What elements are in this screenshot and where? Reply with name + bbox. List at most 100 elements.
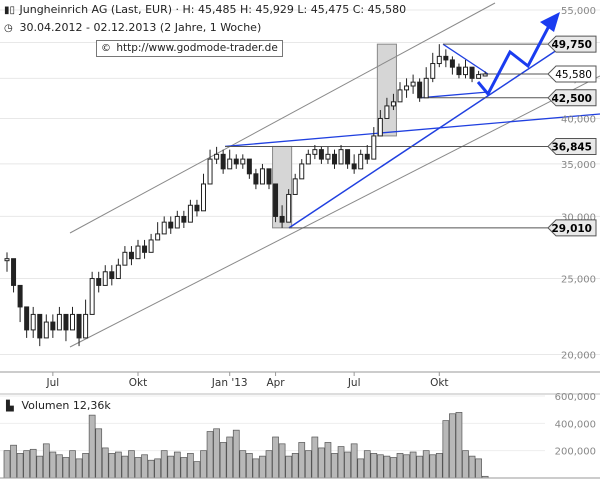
candle-body <box>273 183 279 217</box>
volume-header: ▙ Volumen 12,36k <box>6 399 111 412</box>
volume-bar <box>318 447 325 479</box>
candle-body <box>476 74 482 79</box>
volume-bar <box>324 442 332 479</box>
candle-body <box>364 153 370 160</box>
x-tick-label: Jul <box>347 377 361 389</box>
volume-bar <box>409 451 417 479</box>
volume-bar <box>357 458 365 479</box>
volume-bar <box>422 450 430 479</box>
level-tag: 36,845 <box>547 137 597 155</box>
volume-bar <box>291 453 299 479</box>
time-axis: Jul Okt Jan '13 Apr Jul Okt <box>0 371 600 395</box>
candle-body <box>404 85 410 91</box>
volume-bar <box>468 455 476 479</box>
volume-bar <box>213 428 220 479</box>
copyright-icon: © <box>101 43 111 54</box>
candle-body <box>390 101 396 107</box>
candle-body <box>463 66 468 76</box>
volume-bar <box>95 428 103 479</box>
candle-body <box>253 173 259 185</box>
volume-bar <box>226 436 234 479</box>
candle-body <box>430 63 436 79</box>
triangle-lower <box>419 91 489 99</box>
candle-body <box>181 215 187 223</box>
candle-body <box>351 163 357 170</box>
chart-type-icon: ▮▯ <box>4 5 16 16</box>
volume-bar <box>49 451 57 479</box>
volume-bar <box>75 458 83 479</box>
candle-body <box>83 313 89 339</box>
channel-upper <box>69 2 496 234</box>
chart-title: ▮▯ Jungheinrich AG (Last, EUR) · H: 45,4… <box>4 3 406 18</box>
candle-body <box>318 149 324 160</box>
volume-bar <box>462 450 469 479</box>
trendline-support <box>288 47 561 229</box>
candle-body <box>220 153 226 170</box>
candle-body <box>286 193 292 223</box>
candle-body <box>17 284 23 308</box>
candle-body <box>76 313 82 339</box>
volume-bar <box>56 454 63 479</box>
volume-bar <box>239 450 247 479</box>
volume-bar <box>36 455 44 479</box>
volume-bar <box>246 453 253 479</box>
y-tick-label: 55,000 <box>561 6 596 17</box>
candle-body <box>423 77 429 99</box>
candle-body <box>128 251 134 260</box>
source-link[interactable]: © http://www.godmode-trader.de <box>96 40 283 57</box>
volume-tick-label: 600,000 <box>555 392 596 403</box>
candle-body <box>299 163 305 180</box>
candle-body <box>345 149 351 165</box>
candle-body <box>109 271 115 280</box>
volume-bar <box>180 457 188 479</box>
volume-bar <box>82 453 89 479</box>
channel-lower <box>69 75 600 348</box>
candle-body <box>443 55 449 61</box>
candle-body <box>305 153 311 165</box>
level-tag-text: 45,580 <box>555 69 592 81</box>
level-tag-text: 36,845 <box>551 141 592 153</box>
volume-bar <box>272 436 279 479</box>
candle-body <box>377 117 383 137</box>
volume-bar <box>442 420 450 479</box>
candle-body <box>50 321 56 331</box>
volume-bar <box>311 436 319 479</box>
source-url[interactable]: http://www.godmode-trader.de <box>116 42 278 54</box>
candle-body <box>292 178 298 195</box>
volume-icon: ▙ <box>6 401 14 412</box>
volume-bar <box>187 453 194 479</box>
candle-body <box>207 158 213 185</box>
projection-path <box>476 23 552 97</box>
candle-body <box>70 313 75 331</box>
level-tag-text: 29,010 <box>551 223 592 235</box>
volume-bar <box>193 461 201 479</box>
volume-bar <box>304 450 312 479</box>
level-tag: 45,580 <box>547 65 597 83</box>
volume-bar <box>108 453 116 479</box>
x-tick-label: Jan '13 <box>211 377 248 389</box>
candle-body <box>358 153 364 170</box>
y-tick-label: 40,000 <box>561 114 596 125</box>
triangle-upper <box>442 43 489 75</box>
volume-bar <box>101 447 109 479</box>
candle-body <box>43 321 49 339</box>
candle-body <box>155 233 161 241</box>
volume-bar <box>62 457 70 479</box>
y-tick-label: 25,000 <box>561 275 596 286</box>
volume-bar <box>200 450 207 479</box>
candle-body <box>279 215 285 223</box>
volume-bar <box>331 453 338 479</box>
y-tick-label: 35,000 <box>561 160 596 171</box>
candle-body <box>56 313 62 331</box>
volume-bar <box>147 459 155 479</box>
volume-bar <box>435 453 443 479</box>
candle-body <box>148 239 154 253</box>
volume-bar <box>259 455 266 479</box>
volume-bar <box>3 450 11 479</box>
candle-body <box>161 221 167 235</box>
clock-icon: ◷ <box>4 23 13 34</box>
x-tick-label: Apr <box>266 377 285 389</box>
title-text: Jungheinrich AG (Last, EUR) · H: 45,485 … <box>19 3 407 16</box>
candle-body <box>325 153 331 160</box>
level-tag: 29,010 <box>547 219 597 237</box>
